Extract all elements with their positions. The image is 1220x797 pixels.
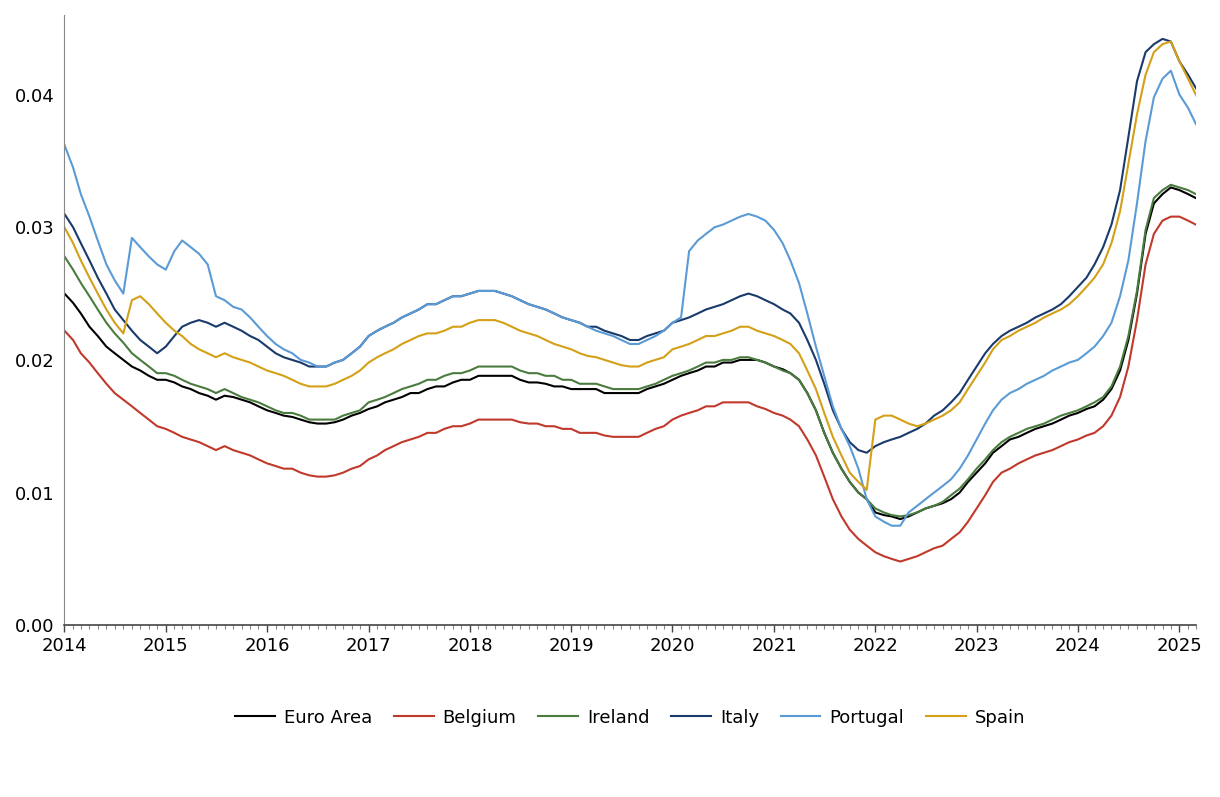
Line: Euro Area: Euro Area xyxy=(65,151,1220,519)
Line: Ireland: Ireland xyxy=(65,145,1220,516)
Legend: Euro Area, Belgium, Ireland, Italy, Portugal, Spain: Euro Area, Belgium, Ireland, Italy, Port… xyxy=(228,701,1032,734)
Line: Portugal: Portugal xyxy=(65,71,1220,526)
Line: Italy: Italy xyxy=(65,39,1220,453)
Line: Belgium: Belgium xyxy=(65,177,1220,562)
Line: Spain: Spain xyxy=(65,41,1220,490)
